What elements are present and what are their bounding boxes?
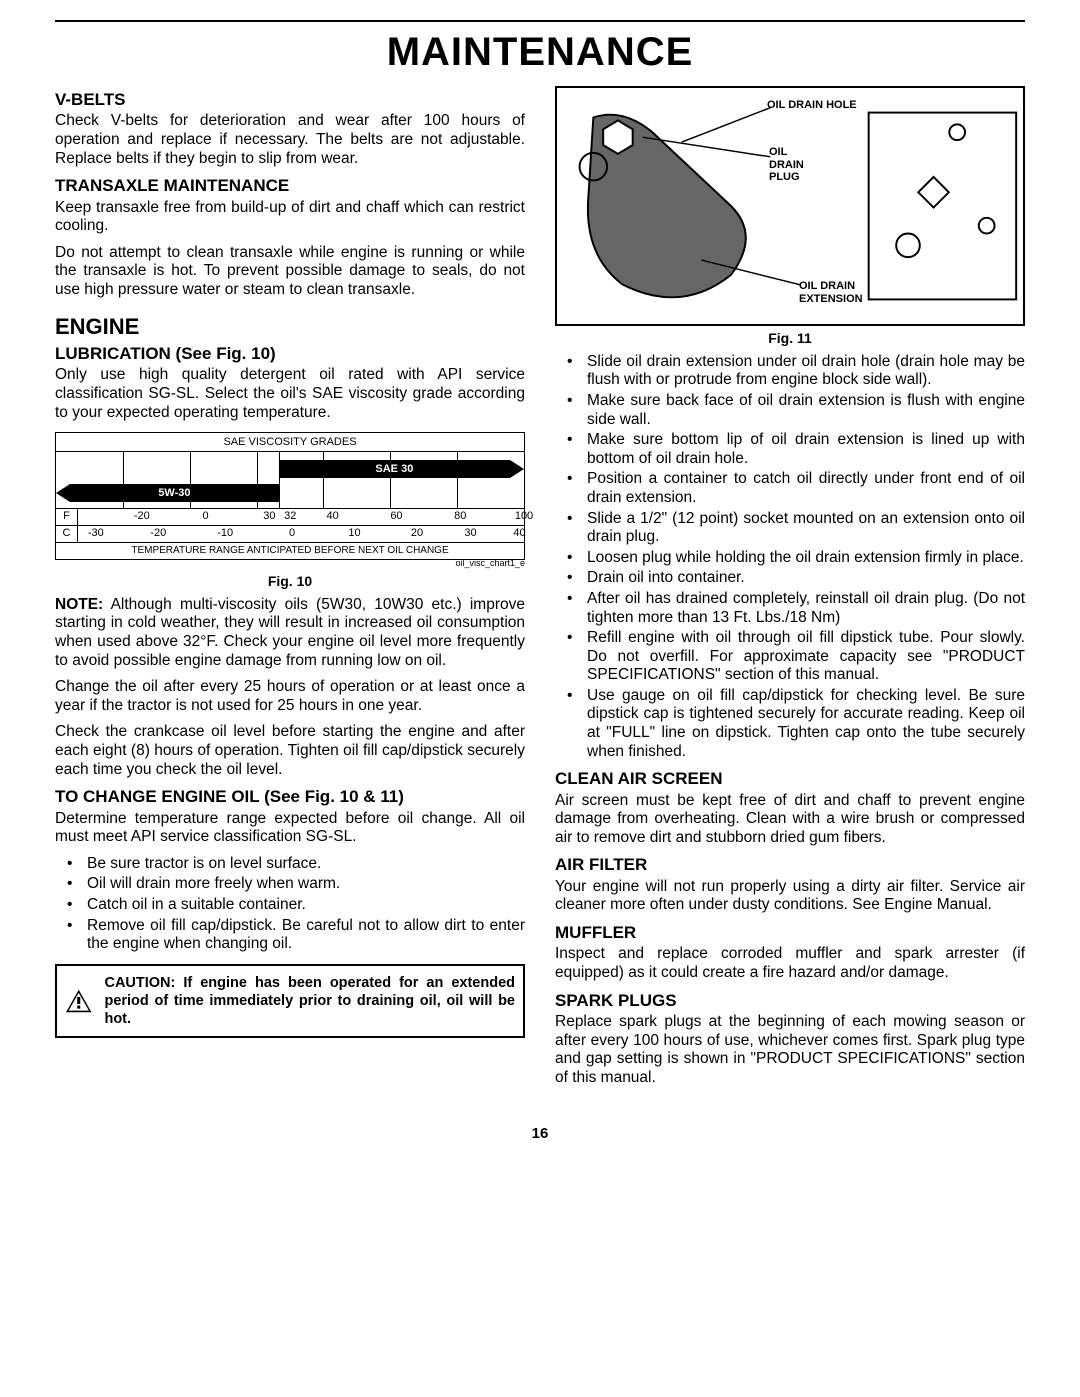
list-item: Refill engine with oil through oil fill … [555, 629, 1025, 685]
two-column-layout: V-BELTS Check V-belts for deterioration … [55, 86, 1025, 1095]
viscosity-scale-f: F -2003032406080100 [56, 509, 524, 526]
air-filter-heading: AIR FILTER [555, 855, 1025, 875]
change-oil-heading: TO CHANGE ENGINE OIL (See Fig. 10 & 11) [55, 787, 525, 807]
engine-heading: ENGINE [55, 314, 525, 340]
air-filter-body: Your engine will not run properly using … [555, 878, 1025, 915]
scale-f-label: F [56, 509, 78, 525]
vbelts-body: Check V-belts for deterioration and wear… [55, 112, 525, 168]
viscosity-scale-c: C -30-20-10010203040 [56, 526, 524, 542]
5w30-band: 5W-30 [70, 484, 279, 502]
caution-box: CAUTION: If engine has been operated for… [55, 964, 525, 1038]
transaxle-p1: Keep transaxle free from build-up of dir… [55, 199, 525, 236]
page-title: MAINTENANCE [55, 28, 1025, 76]
list-item: Slide a 1/2" (12 point) socket mounted o… [555, 510, 1025, 547]
left-column: V-BELTS Check V-belts for deterioration … [55, 86, 525, 1095]
clean-air-heading: CLEAN AIR SCREEN [555, 769, 1025, 789]
spark-plugs-body: Replace spark plugs at the beginning of … [555, 1013, 1025, 1087]
list-item: Position a container to catch oil direct… [555, 470, 1025, 507]
transaxle-heading: TRANSAXLE MAINTENANCE [55, 176, 525, 196]
fig10-caption: Fig. 10 [55, 573, 525, 590]
engine-diagram-svg [557, 88, 1023, 324]
transaxle-p2: Do not attempt to clean transaxle while … [55, 244, 525, 300]
list-item: Oil will drain more freely when warm. [55, 875, 525, 894]
spark-plugs-heading: SPARK PLUGS [555, 991, 1025, 1011]
change-oil-p1: Determine temperature range expected bef… [55, 810, 525, 847]
top-rule [55, 20, 1025, 22]
change-oil-bullets: Be sure tractor is on level surface.Oil … [55, 855, 525, 954]
muffler-heading: MUFFLER [555, 923, 1025, 943]
lubrication-p1: Only use high quality detergent oil rate… [55, 366, 525, 422]
lubrication-heading: LUBRICATION (See Fig. 10) [55, 344, 525, 364]
diag-label-plug: OIL DRAIN PLUG [769, 146, 804, 184]
list-item: After oil has drained completely, reinst… [555, 590, 1025, 627]
viscosity-chart: SAE VISCOSITY GRADES SAE 305W-30 F -2003… [55, 432, 525, 560]
clean-air-body: Air screen must be kept free of dirt and… [555, 792, 1025, 848]
change-interval: Change the oil after every 25 hours of o… [55, 678, 525, 715]
list-item: Make sure bottom lip of oil drain extens… [555, 431, 1025, 468]
list-item: Be sure tractor is on level surface. [55, 855, 525, 874]
list-item: Use gauge on oil fill cap/dipstick for c… [555, 687, 1025, 761]
oil-note-text: Although multi-viscosity oils (5W30, 10W… [55, 596, 525, 669]
oil-note: NOTE: Although multi-viscosity oils (5W3… [55, 596, 525, 670]
list-item: Remove oil fill cap/dipstick. Be careful… [55, 917, 525, 954]
list-item: Make sure back face of oil drain extensi… [555, 392, 1025, 429]
muffler-body: Inspect and replace corroded muffler and… [555, 945, 1025, 982]
engine-diagram: OIL DRAIN HOLE OIL DRAIN PLUG OIL DRAIN … [555, 86, 1025, 326]
viscosity-chart-title: SAE VISCOSITY GRADES [56, 433, 524, 451]
page-number: 16 [55, 1125, 1025, 1143]
list-item: Loosen plug while holding the oil drain … [555, 549, 1025, 568]
list-item: Drain oil into container. [555, 569, 1025, 588]
diag-label-hole: OIL DRAIN HOLE [767, 99, 857, 112]
check-crankcase: Check the crankcase oil level before sta… [55, 723, 525, 779]
scale-f-nums: -2003032406080100 [78, 509, 524, 525]
fig11-caption: Fig. 11 [555, 330, 1025, 347]
oil-change-steps: Slide oil drain extension under oil drai… [555, 353, 1025, 761]
vbelts-heading: V-BELTS [55, 90, 525, 110]
right-column: OIL DRAIN HOLE OIL DRAIN PLUG OIL DRAIN … [555, 86, 1025, 1095]
sae30-band: SAE 30 [279, 460, 510, 478]
viscosity-chart-footer: TEMPERATURE RANGE ANTICIPATED BEFORE NEX… [56, 542, 524, 559]
chart-micro-label: oil_visc_chart1_e [55, 558, 525, 569]
list-item: Slide oil drain extension under oil drai… [555, 353, 1025, 390]
viscosity-chart-body: SAE 305W-30 [56, 451, 524, 509]
diag-label-extension: OIL DRAIN EXTENSION [799, 280, 863, 305]
warning-icon [65, 977, 92, 1025]
list-item: Catch oil in a suitable container. [55, 896, 525, 915]
scale-c-nums: -30-20-10010203040 [78, 526, 524, 542]
scale-c-label: C [56, 526, 78, 542]
caution-text: CAUTION: If engine has been operated for… [104, 974, 515, 1028]
